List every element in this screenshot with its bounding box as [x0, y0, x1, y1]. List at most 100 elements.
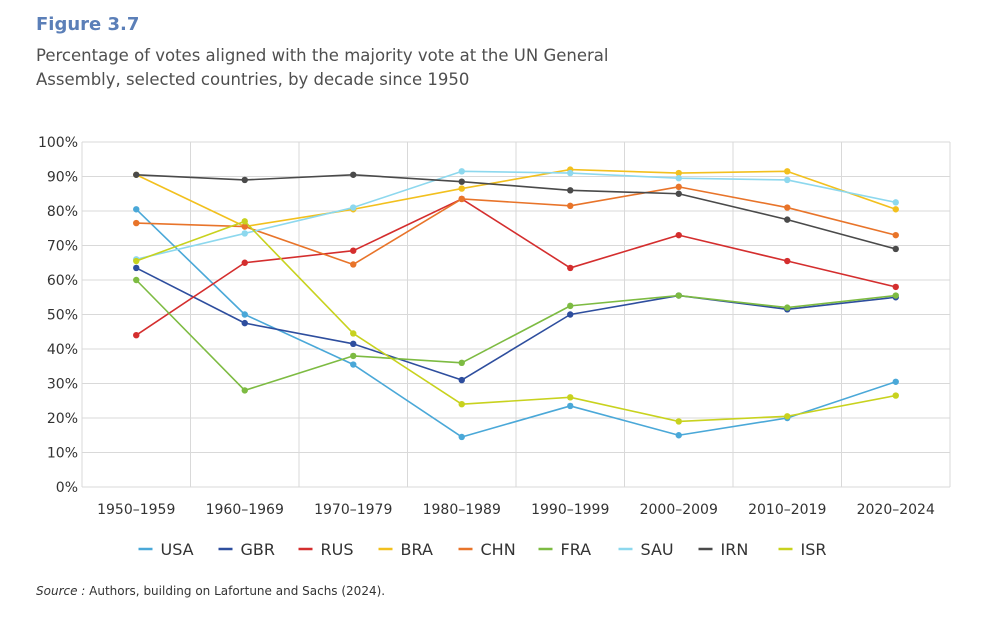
series-line-chn	[136, 186, 896, 266]
data-point-sau	[892, 199, 899, 206]
axis-layer: 0% 10% 20% 30% 40% 50% 60% 70% 80% 90% 100% 1950–19…	[38, 135, 935, 518]
data-point-bra	[675, 169, 682, 177]
data-point-bra	[458, 185, 465, 192]
data-point-gbr	[567, 311, 574, 318]
data-point-fra	[675, 292, 682, 299]
data-point-irn	[567, 187, 574, 194]
series-line-bra	[135, 168, 897, 228]
legend-label-usa: USA	[161, 540, 194, 559]
y-tick-label: 0%	[56, 480, 78, 496]
series-line-rus	[135, 198, 896, 336]
data-point-usa	[350, 361, 357, 368]
data-point-sau	[567, 169, 574, 177]
data-point-usa	[892, 378, 899, 385]
data-point-rus	[241, 259, 248, 266]
data-point-bra	[892, 206, 899, 213]
data-point-chn	[458, 195, 465, 203]
x-tick-label: 2000–2009	[640, 502, 718, 518]
x-tick-label: 2010–2019	[748, 502, 826, 518]
data-point-chn	[892, 231, 899, 239]
data-point-fra	[133, 276, 140, 284]
data-point-fra	[892, 292, 899, 299]
data-point-irn	[241, 176, 248, 184]
data-point-fra	[784, 304, 791, 311]
y-tick-label: 40%	[47, 342, 78, 358]
data-point-rus	[892, 283, 899, 291]
data-point-chn	[567, 202, 574, 210]
series-line-isr	[135, 220, 896, 423]
series-line-gbr	[135, 267, 896, 381]
data-point-chn	[350, 261, 357, 268]
data-point-gbr	[133, 264, 140, 272]
legend-label-rus: RUS	[321, 540, 354, 559]
series-line-usa	[135, 208, 897, 438]
legend-label-fra: FRA	[561, 540, 592, 559]
legend-label-chn: CHN	[481, 540, 516, 559]
y-tick-label: 10%	[47, 446, 78, 462]
data-point-rus	[350, 247, 357, 254]
data-point-usa	[241, 311, 248, 318]
y-tick-label: 50%	[47, 308, 78, 324]
data-point-fra	[241, 387, 248, 394]
data-point-sau	[350, 204, 357, 211]
data-point-irn	[892, 245, 899, 253]
data-point-bra	[784, 168, 791, 175]
x-tick-label: 1970–1979	[314, 502, 392, 518]
y-tick-label: 20%	[47, 411, 78, 427]
data-point-isr	[458, 401, 465, 408]
legend-label-gbr: GBR	[241, 540, 276, 559]
data-point-gbr	[458, 376, 465, 384]
source-note: Source : Authors, building on Lafortune …	[36, 584, 385, 598]
x-tick-label: 1990–1999	[531, 502, 609, 518]
legend: USA GBR RUS BRA CHN FRA SAU IRN ISR	[138, 540, 827, 559]
series-line-irn	[136, 173, 896, 250]
figure-title: Percentage of votes aligned with the maj…	[36, 46, 609, 89]
data-point-usa	[458, 433, 465, 441]
data-point-gbr	[241, 319, 248, 327]
data-point-chn	[241, 223, 248, 230]
data-point-irn	[350, 171, 357, 178]
data-point-chn	[675, 183, 682, 191]
data-point-rus	[675, 231, 682, 239]
data-point-irn	[675, 190, 682, 197]
data-point-isr	[784, 413, 791, 420]
legend-label-isr: ISR	[801, 540, 827, 559]
figure-label: Figure 3.7	[36, 14, 140, 35]
data-point-rus	[133, 332, 140, 339]
legend-label-irn: IRN	[721, 540, 749, 559]
data-point-isr	[241, 218, 248, 225]
source-text: Authors, building on Lafortune and Sachs…	[85, 584, 386, 598]
data-point-irn	[458, 178, 465, 185]
data-point-rus	[567, 264, 574, 272]
data-point-isr	[675, 418, 682, 425]
series-line-fra	[135, 279, 896, 392]
y-tick-label: 80%	[47, 204, 78, 220]
data-point-irn	[133, 171, 140, 178]
x-tick-label: 2020–2024	[857, 502, 935, 518]
x-tick-label: 1980–1989	[423, 502, 501, 518]
y-tick-label: 30%	[47, 377, 78, 393]
data-point-sau	[675, 175, 682, 182]
y-tick-label: 60%	[47, 273, 78, 289]
series-line-sau	[136, 170, 896, 261]
data-point-sau	[784, 176, 791, 184]
data-point-sau	[241, 230, 248, 237]
y-tick-label: 70%	[47, 239, 78, 255]
y-tick-label: 90%	[47, 170, 78, 186]
grid-layer	[81, 141, 951, 488]
data-point-isr	[892, 392, 899, 399]
data-point-chn	[784, 204, 791, 211]
legend-label-bra: BRA	[401, 540, 433, 559]
data-point-irn	[784, 216, 791, 223]
data-point-gbr	[350, 340, 357, 348]
data-point-usa	[133, 206, 140, 213]
source-label: Source :	[36, 584, 86, 598]
data-point-isr	[567, 394, 574, 401]
x-tick-label: 1950–1959	[97, 502, 175, 518]
y-tick-label: 100%	[38, 135, 78, 151]
data-point-fra	[350, 352, 357, 360]
data-point-fra	[458, 359, 465, 366]
data-point-isr	[350, 330, 357, 337]
data-point-rus	[784, 257, 791, 265]
